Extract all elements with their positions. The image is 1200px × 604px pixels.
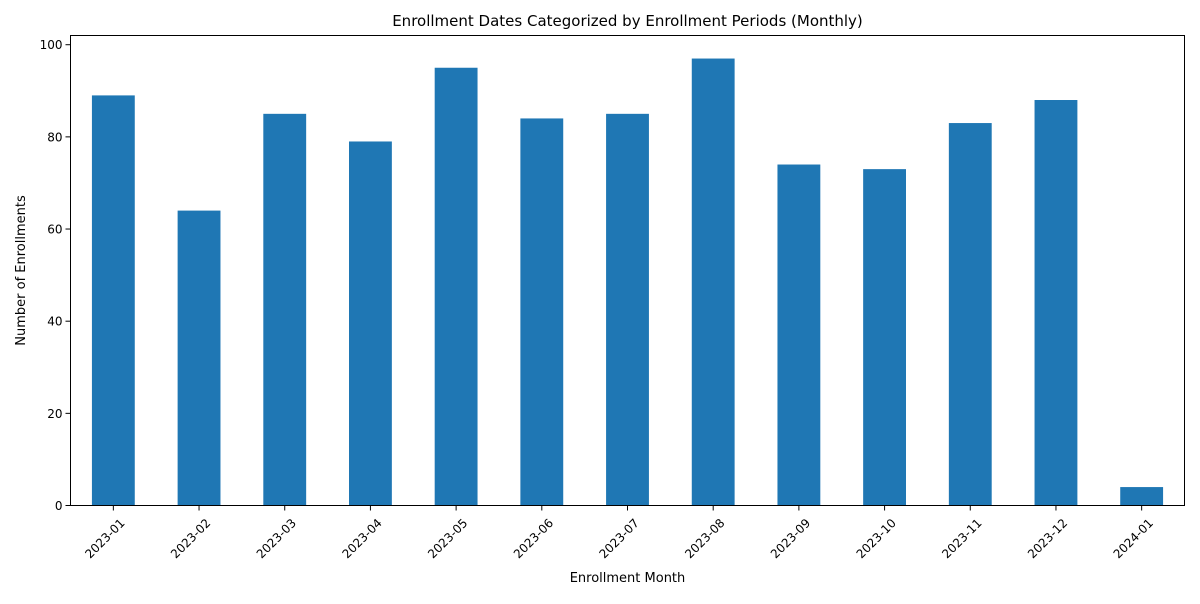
x-tick-label: 2023-08 [682, 516, 727, 561]
x-tick-label: 2023-06 [511, 516, 556, 561]
x-tick-label: 2023-07 [596, 516, 641, 561]
bar-2023-06 [520, 118, 564, 506]
y-axis: 0 20 40 60 80 100 [40, 38, 71, 513]
x-tick-label: 2023-04 [339, 516, 384, 561]
y-tick-label: 20 [47, 407, 62, 421]
bar-2023-12 [1034, 100, 1078, 506]
bar-2024-01 [1120, 487, 1164, 506]
chart-title: Enrollment Dates Categorized by Enrollme… [392, 12, 863, 30]
x-tick-label: 2024-01 [1111, 516, 1156, 561]
x-tick-label: 2023-09 [768, 516, 813, 561]
bar-2023-05 [434, 67, 478, 506]
y-tick-label: 40 [47, 315, 62, 329]
bar-2023-10 [863, 169, 906, 506]
bar-2023-02 [177, 210, 221, 506]
bar-2023-01 [91, 95, 135, 506]
bar-2023-11 [948, 123, 992, 506]
y-axis-label: Number of Enrollments [14, 195, 29, 346]
y-tick-label: 60 [47, 223, 62, 237]
bar-2023-08 [691, 58, 735, 506]
y-tick-label: 100 [40, 38, 63, 52]
bar-2023-07 [606, 113, 649, 506]
y-tick-label: 0 [55, 499, 63, 513]
x-tick-label: 2023-12 [1025, 516, 1070, 561]
y-tick-label: 80 [47, 130, 62, 144]
x-tick-label: 2023-10 [854, 516, 899, 561]
x-tick-label: 2023-02 [168, 516, 213, 561]
x-tick-label: 2023-03 [254, 516, 299, 561]
x-axis-label: Enrollment Month [570, 571, 686, 586]
bar-2023-03 [263, 113, 307, 506]
bars-layer [91, 58, 1164, 506]
x-tick-label: 2023-01 [82, 516, 127, 561]
bar-2023-04 [349, 141, 392, 506]
x-tick-label: 2023-11 [939, 516, 984, 561]
x-tick-label: 2023-05 [425, 516, 470, 561]
x-axis: 2023-01 2023-02 2023-03 2023-04 2023-05 2023-… [82, 505, 1156, 561]
bar-2023-09 [777, 164, 821, 506]
